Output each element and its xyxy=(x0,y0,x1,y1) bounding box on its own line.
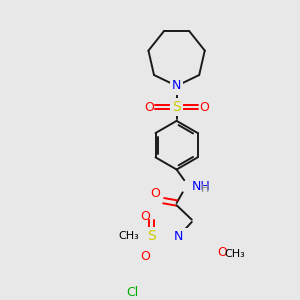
Text: O: O xyxy=(199,101,209,114)
Text: N: N xyxy=(173,230,183,243)
Text: O: O xyxy=(144,101,154,114)
Text: CH₃: CH₃ xyxy=(224,249,245,259)
Text: O: O xyxy=(140,250,150,263)
Text: O: O xyxy=(150,187,160,200)
Text: N: N xyxy=(172,80,181,92)
Text: O: O xyxy=(217,246,227,259)
Text: NH: NH xyxy=(192,180,211,193)
Text: Cl: Cl xyxy=(127,286,139,299)
Text: O: O xyxy=(140,210,150,223)
Text: S: S xyxy=(147,230,156,243)
Text: S: S xyxy=(172,100,181,114)
Text: H: H xyxy=(201,184,210,194)
Text: CH₃: CH₃ xyxy=(118,231,139,242)
